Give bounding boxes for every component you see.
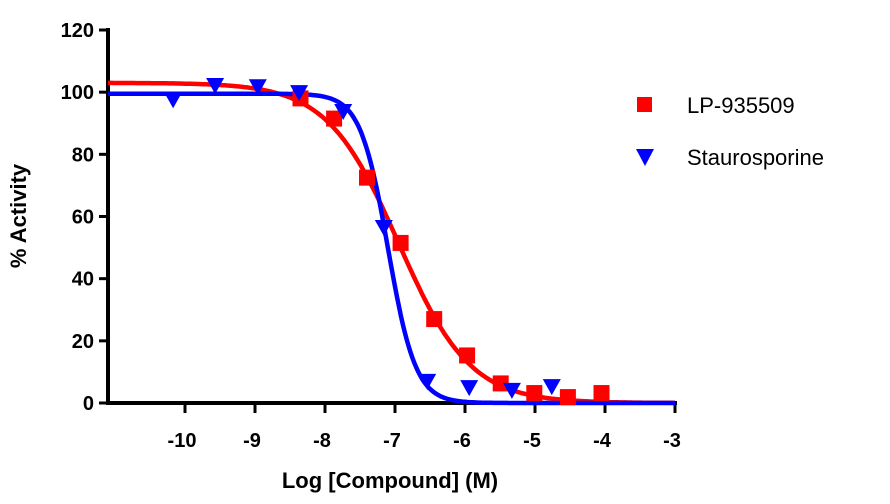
y-tick-label: 40 [72, 269, 94, 291]
data-point-staurosporine [418, 373, 437, 390]
x-tick-label: -9 [243, 430, 261, 452]
y-tick-label: 20 [72, 331, 94, 353]
y-axis-label: % Activity [6, 163, 31, 268]
legend-label-lp-935509: LP-935509 [687, 93, 795, 118]
y-tick-label: 100 [61, 82, 94, 104]
y-tick-label: 0 [83, 393, 94, 415]
legend-marker-lp-935509 [637, 97, 652, 112]
y-tick-label: 120 [61, 20, 94, 42]
x-tick-label: -7 [383, 430, 401, 452]
data-point-staurosporine [334, 104, 353, 121]
x-tick-label: -5 [523, 430, 541, 452]
x-tick-label: -10 [168, 430, 197, 452]
y-tick-label: 80 [72, 144, 94, 166]
x-tick-label: -4 [593, 430, 612, 452]
x-tick-label: -3 [663, 430, 681, 452]
data-point-staurosporine [460, 380, 479, 397]
fit-curve-staurosporine [108, 91, 675, 406]
data-point-staurosporine [502, 382, 521, 399]
legend-marker-staurosporine [636, 149, 654, 166]
legend: LP-935509 Staurosporine [636, 93, 824, 170]
data-point-staurosporine [542, 379, 561, 396]
data-point-lp-935509 [492, 375, 509, 392]
y-tick-label: 60 [72, 207, 94, 229]
x-tick-label: -8 [313, 430, 331, 452]
data-point-lp-935509 [593, 385, 610, 402]
data-point-staurosporine [374, 220, 393, 237]
data-point-lp-935509 [559, 389, 576, 406]
data-point-lp-935509 [426, 311, 443, 328]
data-point-staurosporine [290, 85, 309, 102]
x-axis-label: Log [Compound] (M) [282, 468, 498, 493]
legend-label-staurosporine: Staurosporine [687, 145, 824, 170]
data-point-staurosporine [248, 79, 267, 96]
data-point-staurosporine [206, 77, 225, 94]
fit-curve-lp-935509 [108, 80, 675, 406]
data-point-lp-935509 [526, 385, 543, 402]
data-point-staurosporine [164, 92, 183, 109]
x-tick-label: -6 [453, 430, 471, 452]
data-point-lp-935509 [359, 169, 375, 186]
data-point-lp-935509 [459, 347, 476, 364]
data-point-lp-935509 [392, 234, 409, 251]
data-point-lp-935509 [326, 110, 343, 127]
